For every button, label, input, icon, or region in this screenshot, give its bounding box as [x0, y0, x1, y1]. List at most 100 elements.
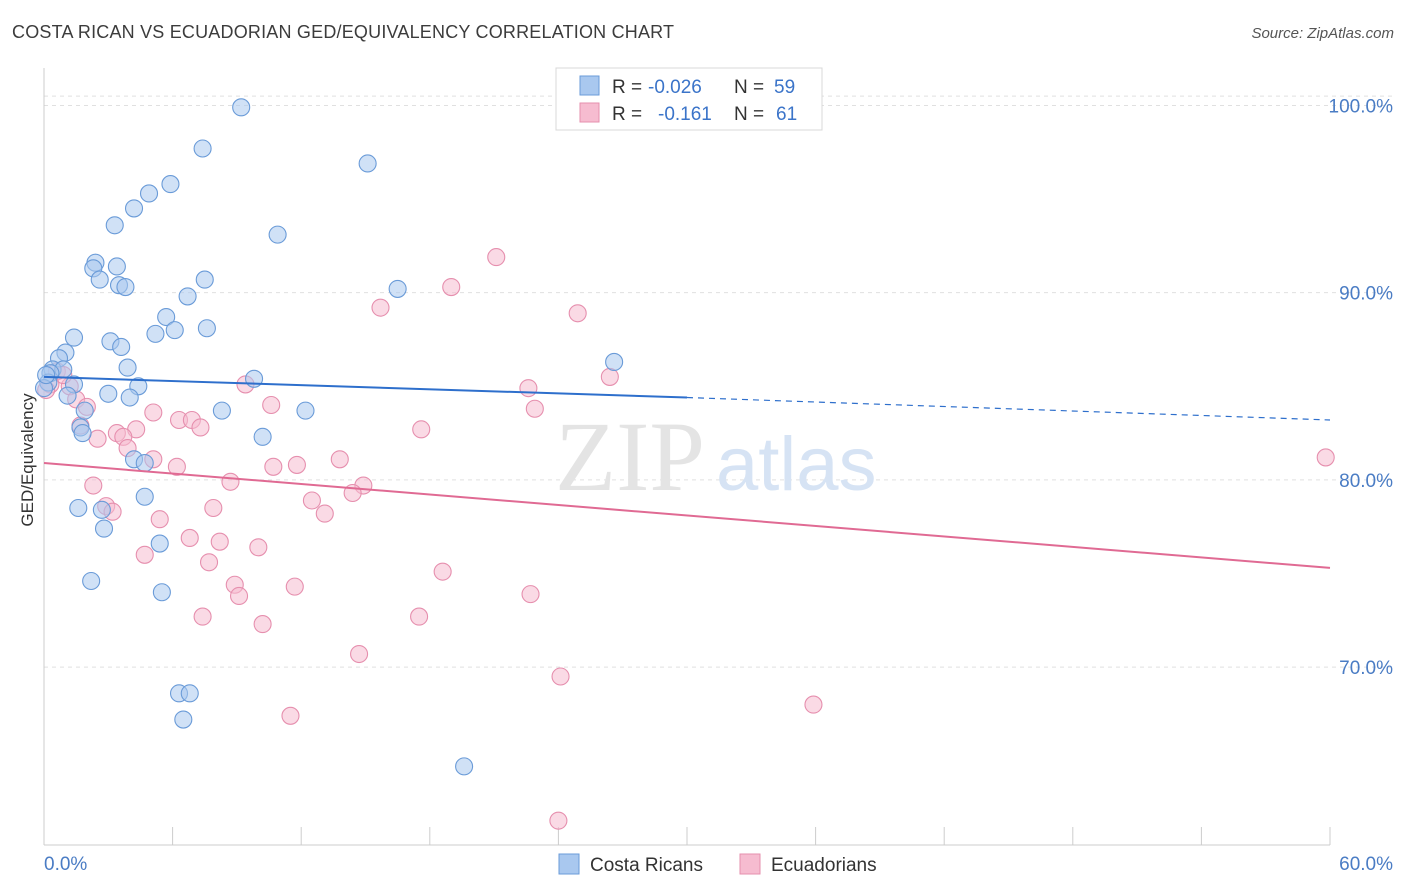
costa-rican-point — [118, 358, 137, 377]
costa-rican-point — [193, 139, 212, 158]
ecuadorian-point — [199, 553, 219, 572]
costa-rican-point — [139, 184, 159, 203]
ecuadorian-point — [249, 538, 268, 557]
ecuadorian-point — [193, 607, 212, 626]
watermark-zip: ZIP — [555, 401, 705, 512]
legend-box — [555, 67, 823, 131]
ecuadorian-point — [350, 644, 369, 664]
watermark-atlas: atlas — [716, 422, 877, 507]
costa-rican-point — [64, 328, 84, 347]
ecuadorian-point — [330, 450, 349, 469]
costa-rican-point — [135, 454, 154, 473]
ecuadorian-point — [204, 498, 223, 518]
ecuadorian-point — [315, 504, 334, 523]
costa-rican-point — [94, 519, 114, 538]
ecuadorian-point — [302, 491, 321, 510]
costa-rican-point — [253, 427, 272, 446]
legend-r-value-2: -0.161 — [658, 104, 712, 125]
bottom-legend: Costa Ricans Ecuadorians — [558, 853, 877, 876]
legend-n-label-2: N = — [734, 104, 764, 125]
costa-rican-point — [195, 270, 214, 289]
costa-ricans-trendline — [43, 375, 688, 399]
costa-rican-point — [69, 498, 88, 518]
trendlines — [43, 375, 1331, 569]
y-tick-label: 80.0% — [1339, 471, 1393, 492]
legend-r-value-1: -0.026 — [648, 77, 702, 98]
ecuadorian-point — [442, 278, 461, 297]
costa-rican-point — [92, 500, 111, 519]
ecuadorian-point — [191, 418, 210, 437]
chart-title: COSTA RICAN VS ECUADORIAN GED/EQUIVALENC… — [12, 22, 675, 42]
legend-n-label-1: N = — [734, 77, 764, 98]
x-tick-label-max: 60.0% — [1339, 854, 1393, 875]
ecuadorian-point — [264, 457, 283, 476]
bottom-legend-label-ecuadorians: Ecuadorians — [771, 855, 877, 876]
ecuadorian-point — [144, 403, 163, 422]
ecuadorian-point — [229, 586, 249, 606]
legend-swatch-blue — [579, 75, 600, 96]
legend-n-value-2: 61 — [776, 104, 797, 125]
costa-rican-point — [150, 534, 169, 553]
costa-rican-point — [455, 757, 474, 776]
ecuadorian-point — [281, 706, 300, 725]
ecuadorian-point — [210, 532, 229, 551]
ecuadorian-point — [551, 667, 570, 686]
x-tick-label-min: 0.0% — [44, 854, 87, 875]
costa-rican-point — [232, 98, 251, 117]
costa-rican-point — [268, 225, 287, 244]
costa-rican-point — [152, 583, 171, 602]
legend-n-value-1: 59 — [774, 77, 795, 98]
costa-rican-point — [99, 384, 118, 403]
ecuadorian-point — [84, 476, 103, 495]
y-tick-label: 90.0% — [1339, 284, 1393, 305]
ecuadorian-point — [371, 298, 390, 317]
x-ticks — [43, 827, 1331, 845]
ecuadorian-point — [525, 399, 544, 418]
legend-r-label-2: R = — [612, 104, 642, 125]
costa-rican-point — [161, 175, 180, 194]
costa-rican-point — [58, 386, 77, 405]
costa-rican-point — [146, 324, 165, 343]
y-tick-label: 100.0% — [1329, 96, 1394, 117]
costa-rican-point — [124, 199, 144, 218]
costa-rican-point — [212, 401, 231, 420]
costa-rican-point — [112, 337, 131, 357]
costa-rican-point — [197, 319, 216, 338]
ecuadorian-point — [135, 545, 154, 564]
costa-rican-point — [107, 257, 126, 276]
legend-swatch-pink — [579, 102, 600, 123]
costa-rican-point — [180, 684, 199, 703]
ecuadorians-trendline — [43, 462, 1331, 569]
costa-rican-point — [75, 401, 94, 420]
ecuadorian-point — [167, 457, 186, 476]
bottom-legend-swatch-pink — [739, 853, 761, 875]
legend: R = -0.026 N = 59 R = -0.161 N = 61 — [555, 67, 823, 131]
costa-ricans-points — [34, 98, 624, 776]
y-tick-label: 70.0% — [1339, 658, 1393, 679]
ecuadorian-point — [287, 455, 306, 474]
y-tick-labels: 70.0% 80.0% 90.0% 100.0% — [1329, 96, 1394, 679]
y-axis-label: GED/Equivalency — [18, 393, 37, 527]
costa-ricans-trendline-extension — [686, 396, 1331, 421]
ecuadorian-point — [804, 695, 823, 714]
ecuadorian-point — [1316, 448, 1335, 467]
ecuadorian-point — [521, 585, 540, 604]
costa-rican-point — [157, 307, 176, 327]
ecuadorian-point — [221, 472, 240, 491]
ecuadorian-point — [549, 811, 568, 830]
costa-rican-point — [296, 401, 315, 420]
ecuadorian-point — [487, 248, 506, 267]
ecuadorian-point — [410, 607, 429, 626]
ecuadorian-point — [519, 379, 538, 398]
costa-rican-point — [120, 388, 139, 407]
costa-rican-point — [165, 321, 184, 340]
ecuadorian-point — [412, 420, 431, 439]
costa-rican-point — [358, 154, 377, 173]
ecuadorian-point — [88, 429, 107, 448]
bottom-legend-swatch-blue — [558, 853, 580, 875]
costa-rican-point — [116, 278, 135, 297]
ecuadorians-points — [37, 248, 1335, 830]
costa-rican-point — [105, 216, 124, 235]
costa-rican-point — [90, 270, 109, 289]
